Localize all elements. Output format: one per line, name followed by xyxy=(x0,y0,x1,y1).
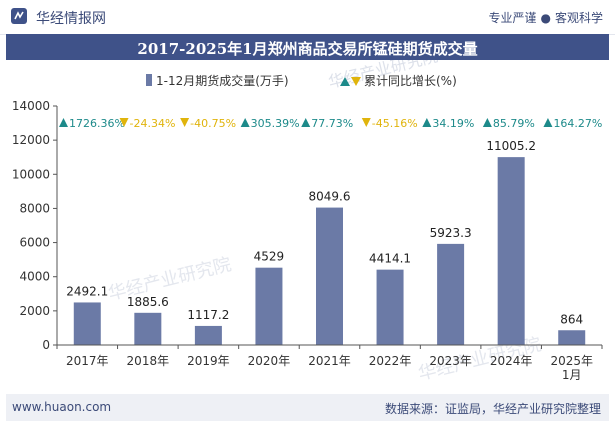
bar xyxy=(497,157,525,345)
slogan-dot: ● xyxy=(540,11,551,25)
y-tick-label: 0 xyxy=(42,338,50,352)
x-axis: 2017年 2018年 2019年 2020年 2021年 2022年 2023年 2024年… xyxy=(56,344,603,382)
bar-value-label: 1885.6 xyxy=(127,295,169,309)
brand-logo-icon xyxy=(11,8,27,24)
brand-name: 华经情报网 xyxy=(36,11,106,27)
bar xyxy=(134,312,162,345)
bar-value-label: 2492.1 xyxy=(66,284,108,298)
growth-labels: 1726.36% -24.34% -40.75% 305.39% 77.73% -45.1… xyxy=(59,117,602,130)
x-tick-label: 2021年 xyxy=(308,354,351,368)
y-tick-label: 12000 xyxy=(12,133,50,147)
chart-svg: 华经产业研究院 华经产业研究院 华经产业研究院 1-12月期货成交量(万手) 累… xyxy=(12,60,603,385)
legend-growth-label: 累计同比增长(%) xyxy=(364,74,457,88)
growth-value-label: 305.39% xyxy=(251,117,300,130)
y-tick-label: 14000 xyxy=(12,99,50,113)
footer: www.huaon.com 数据来源：证监局，华经产业研究院整理 xyxy=(6,394,609,421)
legend-bar-swatch xyxy=(146,74,152,86)
bar-value-label: 8049.6 xyxy=(309,190,351,204)
growth-up-triangle-icon xyxy=(59,118,68,127)
y-tick-label: 2000 xyxy=(19,304,50,318)
slogan: 专业严谨 ● 客观科学 xyxy=(488,9,603,26)
x-tick-label: 2018年 xyxy=(127,354,170,368)
title-bar: 2017-2025年1月郑州商品交易所锰硅期货成交量 xyxy=(6,34,609,60)
bar xyxy=(437,243,465,345)
growth-up-triangle-icon xyxy=(301,118,311,127)
growth-up-triangle-icon xyxy=(422,118,432,127)
y-tick-label: 10000 xyxy=(12,167,50,181)
bar xyxy=(376,269,404,345)
bars: 2492.1 1885.6 1117.2 4529 8049.6 4414.1 5923.3… xyxy=(66,139,586,345)
legend-down-triangle-icon xyxy=(351,77,361,86)
growth-down-triangle-icon xyxy=(361,118,371,127)
growth-value-label: 164.27% xyxy=(553,117,602,130)
legend-bar-label: 1-12月期货成交量(万手) xyxy=(156,73,289,88)
bar-value-label: 5923.3 xyxy=(430,226,472,240)
slogan-left: 专业严谨 xyxy=(488,11,537,25)
growth-value-label: 1726.36% xyxy=(69,117,125,130)
x-tick-label: 2023年 xyxy=(429,354,472,368)
growth-up-triangle-icon xyxy=(482,118,492,127)
top-bar: 华经情报网 专业严谨 ● 客观科学 xyxy=(0,0,615,35)
x-tick-label: 2019年 xyxy=(187,354,230,368)
y-axis: 0 2000 4000 6000 8000 10000 12000 14000 xyxy=(12,99,58,352)
growth-down-triangle-icon xyxy=(119,118,129,127)
y-tick-label: 8000 xyxy=(19,201,50,215)
growth-up-triangle-icon xyxy=(240,118,250,127)
x-tick-label: 2022年 xyxy=(369,354,412,368)
bar-value-label: 1117.2 xyxy=(187,308,229,322)
legend-up-triangle-icon xyxy=(340,77,350,86)
y-tick-label: 6000 xyxy=(19,236,50,250)
bar xyxy=(73,302,101,345)
growth-value-label: 34.19% xyxy=(432,117,474,130)
bar xyxy=(316,207,343,345)
bar-value-label: 4414.1 xyxy=(369,252,411,266)
growth-value-label: -24.34% xyxy=(130,117,176,130)
x-tick-label: 2020年 xyxy=(248,354,291,368)
footer-website: www.huaon.com xyxy=(12,400,112,414)
bar xyxy=(194,325,222,345)
slogan-right: 客观科学 xyxy=(554,11,603,25)
footer-source: 数据来源：证监局，华经产业研究院整理 xyxy=(384,402,601,416)
x-tick-label: 2024年 xyxy=(490,354,533,368)
legend: 1-12月期货成交量(万手) 累计同比增长(%) xyxy=(146,73,457,88)
growth-value-label: -45.16% xyxy=(372,117,418,130)
bar-value-label: 864 xyxy=(560,312,583,326)
x-tick-label: 2017年 xyxy=(66,354,109,368)
x-tick-label: 2025年 1月 xyxy=(550,354,593,382)
growth-down-triangle-icon xyxy=(180,118,190,127)
y-tick-label: 4000 xyxy=(19,270,50,284)
growth-value-label: 77.73% xyxy=(311,117,353,130)
growth-value-label: 85.79% xyxy=(493,117,535,130)
bar-value-label: 4529 xyxy=(254,250,285,264)
bar xyxy=(558,330,586,345)
bar xyxy=(255,267,283,345)
bar-value-label: 11005.2 xyxy=(486,139,536,153)
watermark-text: 华经产业研究院 xyxy=(106,254,233,305)
chart-title: 2017-2025年1月郑州商品交易所锰硅期货成交量 xyxy=(137,40,478,58)
growth-value-label: -40.75% xyxy=(190,117,236,130)
growth-up-triangle-icon xyxy=(543,118,553,127)
